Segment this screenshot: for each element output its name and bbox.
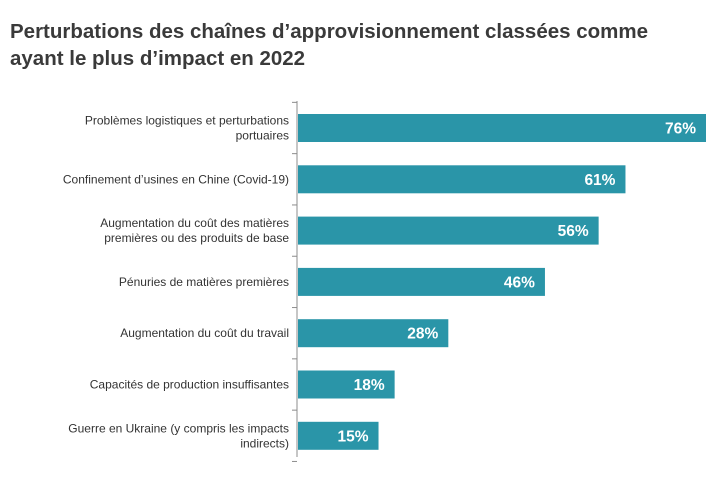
category-label: Problèmes logistiques et perturbations [85,114,289,128]
bar-value-label: 18% [354,377,385,394]
bar-value-label: 61% [584,172,615,189]
chart-title: Perturbations des chaînes d’approvisionn… [10,20,649,70]
category-label: premières ou des produits de base [104,231,289,245]
category-label: Pénuries de matières premières [119,275,289,289]
category-label: Augmentation du coût des matières [100,216,289,230]
bar [298,370,395,399]
bar [298,267,545,296]
category-label: Confinement d’usines en Chine (Covid-19) [63,172,289,186]
bar [298,165,626,194]
bar [298,216,599,245]
category-label: portuaires [236,129,289,143]
bar-value-label: 46% [504,274,535,291]
category-label: indirects) [240,436,289,450]
bar-value-label: 15% [337,428,368,445]
category-label: Augmentation du coût du travail [120,326,289,340]
category-label: Capacités de production insuffisantes [90,378,289,392]
bar-value-label: 56% [558,223,589,240]
bar-value-label: 76% [665,121,696,138]
bar-value-label: 28% [407,326,438,343]
bar [298,421,379,450]
bar [298,319,449,348]
category-label: Guerre en Ukraine (y compris les impacts [68,421,289,435]
bar [298,114,706,142]
